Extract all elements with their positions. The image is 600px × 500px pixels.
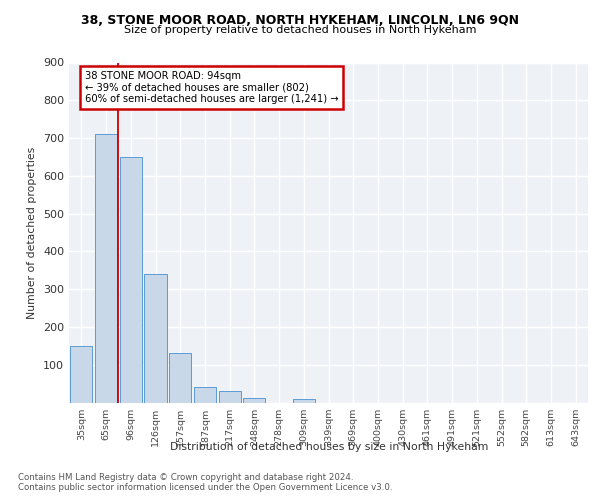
- Bar: [119, 157, 142, 402]
- Bar: [293, 400, 315, 402]
- Bar: [145, 274, 167, 402]
- Text: Contains public sector information licensed under the Open Government Licence v3: Contains public sector information licen…: [18, 484, 392, 492]
- Text: Contains HM Land Registry data © Crown copyright and database right 2024.: Contains HM Land Registry data © Crown c…: [18, 472, 353, 482]
- Bar: [194, 386, 216, 402]
- Bar: [95, 134, 117, 402]
- Bar: [218, 391, 241, 402]
- Bar: [169, 354, 191, 403]
- Bar: [70, 346, 92, 403]
- Text: 38 STONE MOOR ROAD: 94sqm
← 39% of detached houses are smaller (802)
60% of semi: 38 STONE MOOR ROAD: 94sqm ← 39% of detac…: [85, 71, 338, 104]
- Text: 38, STONE MOOR ROAD, NORTH HYKEHAM, LINCOLN, LN6 9QN: 38, STONE MOOR ROAD, NORTH HYKEHAM, LINC…: [81, 14, 519, 27]
- Y-axis label: Number of detached properties: Number of detached properties: [28, 146, 37, 318]
- Text: Distribution of detached houses by size in North Hykeham: Distribution of detached houses by size …: [170, 442, 488, 452]
- Bar: [243, 398, 265, 402]
- Text: Size of property relative to detached houses in North Hykeham: Size of property relative to detached ho…: [124, 25, 476, 35]
